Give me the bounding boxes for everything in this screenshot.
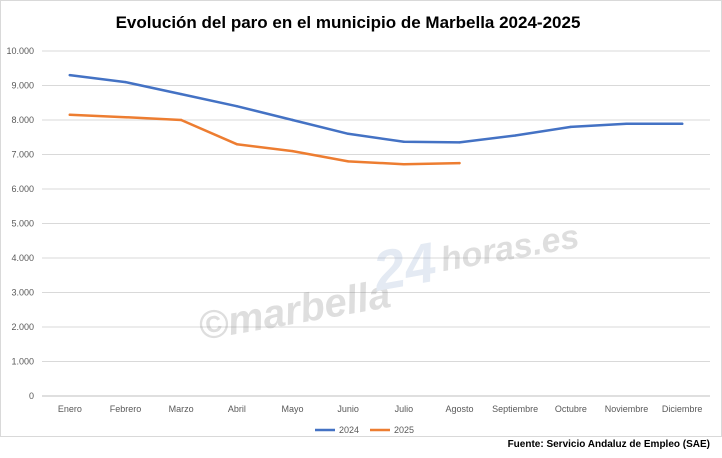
data-point-2024 (402, 140, 406, 143)
x-tick-label: Mayo (281, 404, 303, 414)
x-tick-label: Julio (395, 404, 414, 414)
y-tick-label: 3.000 (11, 288, 34, 298)
legend-entry-2024: 2024 (315, 425, 359, 435)
x-tick-label: Noviembre (605, 404, 649, 414)
data-point-2024 (625, 122, 628, 125)
data-point-2024 (179, 92, 183, 96)
x-tick-label: Febrero (110, 404, 142, 414)
data-point-2024 (124, 80, 127, 84)
y-tick-label: 6.000 (11, 184, 34, 194)
x-tick-label: Agosto (445, 404, 473, 414)
legend: 2024 2025 (315, 425, 414, 435)
data-point-2025 (124, 116, 127, 119)
x-tick-label: Marzo (169, 404, 194, 414)
data-point-2024 (513, 134, 517, 137)
y-tick-label: 8.000 (11, 115, 34, 125)
x-axis-tick-labels: Enero Febrero Marzo Abril Mayo Junio Julio Agos… (58, 404, 703, 414)
legend-entry-2025: 2025 (370, 425, 414, 435)
legend-label-2024: 2024 (339, 425, 359, 435)
x-tick-label: Septiembre (492, 404, 538, 414)
series-line-2024 (68, 73, 684, 144)
data-point-2025 (346, 160, 350, 163)
data-point-2025 (68, 113, 72, 117)
data-point-2024 (235, 105, 239, 108)
y-axis-tick-labels: 0 1.000 2.000 3.000 4.000 5.000 6.000 7.000 8.00… (6, 46, 34, 401)
x-tick-label: Abril (228, 404, 246, 414)
y-tick-label: 7.000 (11, 150, 34, 160)
series-line-2025 (68, 113, 461, 166)
y-tick-label: 0 (29, 391, 34, 401)
y-tick-label: 2.000 (11, 322, 34, 332)
x-tick-label: Diciembre (662, 404, 703, 414)
chart-title: Evolución del paro en el municipio de Ma… (116, 13, 581, 32)
source-note: Fuente: Servicio Andaluz de Empleo (SAE) (508, 439, 710, 450)
svg-text:24: 24 (367, 230, 440, 303)
data-point-2024 (68, 73, 72, 77)
data-point-2024 (569, 125, 573, 129)
data-point-2024 (458, 141, 461, 144)
legend-label-2025: 2025 (394, 425, 414, 435)
y-tick-label: 9.000 (11, 81, 34, 91)
data-point-2025 (179, 118, 183, 122)
data-point-2024 (346, 132, 350, 135)
series-lines (68, 73, 684, 166)
y-tick-label: 10.000 (6, 46, 34, 56)
gridlines (42, 50, 710, 397)
y-tick-label: 4.000 (11, 253, 34, 263)
data-point-2024 (680, 122, 684, 125)
x-tick-label: Enero (58, 404, 82, 414)
data-point-2024 (291, 118, 294, 122)
x-tick-label: Junio (337, 404, 359, 414)
y-tick-label: 1.000 (11, 357, 34, 367)
y-tick-label: 5.000 (11, 219, 34, 229)
x-tick-label: Octubre (555, 404, 587, 414)
data-point-2025 (291, 149, 294, 153)
data-point-2025 (402, 162, 406, 166)
data-point-2025 (458, 161, 461, 165)
data-point-2025 (235, 142, 239, 146)
